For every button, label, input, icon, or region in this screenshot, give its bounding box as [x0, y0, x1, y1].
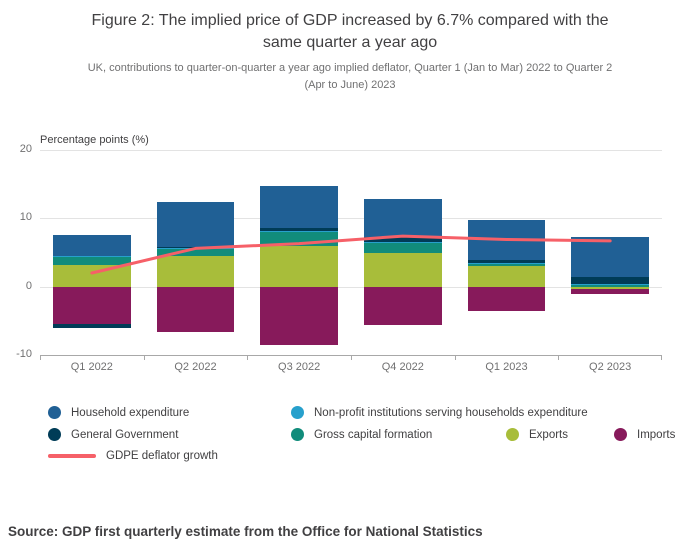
x-tick-mark	[40, 355, 41, 360]
bar-segment-non-profit-institutions-serving-households-expenditure	[260, 231, 339, 232]
legend-label: Non-profit institutions serving househol…	[314, 406, 588, 419]
bar-segment-general-government	[260, 227, 339, 232]
bar-segment-exports	[571, 286, 650, 289]
legend-label: Exports	[529, 428, 568, 441]
x-tick-mark	[661, 355, 662, 360]
bar-segment-imports	[260, 286, 339, 346]
x-tick-mark	[143, 355, 145, 360]
y-tick-label: 0	[25, 279, 32, 292]
bar-segment-exports	[363, 252, 442, 287]
bar-segment-gross-capital-formation	[363, 242, 442, 253]
x-axis-label-q2-2022: Q2 2022	[174, 361, 217, 373]
bar-segment-exports	[52, 265, 131, 287]
plot-area	[40, 150, 662, 360]
bar-segment-household-expenditure	[571, 237, 650, 278]
x-tick-mark	[454, 355, 456, 360]
legend-label: Household expenditure	[71, 406, 190, 419]
x-axis-label-q1-2022: Q1 2022	[70, 361, 113, 373]
gridline-20	[40, 150, 662, 151]
bar-segment-non-profit-institutions-serving-households-expenditure	[571, 283, 650, 285]
bar-segment-household-expenditure	[52, 235, 131, 256]
bar-segment-household-expenditure	[156, 201, 235, 248]
legend-item-non-profit-institutions-serving-households-expenditure: Non-profit institutions serving househol…	[291, 406, 588, 419]
bar-segment-gross-capital-formation	[571, 284, 650, 287]
x-tick-mark	[558, 355, 560, 360]
legend-row: GDPE deflator growth	[48, 450, 692, 462]
bar-segment-imports	[363, 286, 442, 325]
deflator-growth-line	[90, 234, 612, 275]
legend-row: Household expenditure Non-profit institut…	[48, 406, 692, 419]
bar-segment-gross-capital-formation	[156, 249, 235, 256]
legend-circle-marker	[48, 406, 61, 419]
bar-segment-general-government	[571, 277, 650, 284]
x-tick-mark	[351, 355, 352, 360]
legend-label: GDPE deflator growth	[106, 450, 218, 462]
y-tick-label: 10	[19, 211, 32, 224]
y-tick-label: -10	[16, 348, 32, 360]
legend-item-imports: Imports	[614, 428, 675, 441]
legend-circle-marker	[48, 428, 61, 441]
bar-segment-general-government	[52, 323, 131, 328]
legend-item-gdpe-deflator-growth: GDPE deflator growth	[48, 450, 291, 462]
x-axis-label-q3-2022: Q3 2022	[278, 361, 321, 373]
bar-segment-exports	[467, 266, 546, 287]
legend-row: General Government Gross capital formatio…	[48, 428, 692, 441]
x-axis-label-q4-2022: Q4 2022	[381, 361, 424, 373]
bar-segment-general-government	[467, 260, 546, 263]
bar-segment-exports	[260, 245, 339, 287]
gridline-0	[40, 286, 662, 288]
legend: Household expenditure Non-profit institut…	[48, 406, 692, 471]
bar-segment-imports	[467, 286, 546, 312]
gridline-10	[40, 218, 662, 220]
bar-segment-household-expenditure	[363, 198, 442, 237]
legend-item-general-government: General Government	[48, 428, 291, 441]
bar-segment-non-profit-institutions-serving-households-expenditure	[363, 241, 442, 243]
bar-segment-gross-capital-formation	[52, 256, 131, 266]
legend-line-marker	[48, 454, 96, 458]
legend-circle-marker	[506, 428, 519, 441]
x-axis-label-q2-2023: Q2 2023	[589, 361, 632, 373]
bar-segment-imports	[52, 286, 131, 324]
x-tick-mark	[247, 355, 249, 360]
figure-subtitle: UK, contributions to quarter-on-quarter …	[87, 62, 613, 91]
legend-label: General Government	[71, 428, 179, 441]
bar-segment-imports	[156, 286, 235, 332]
y-tick-label: 20	[19, 143, 32, 155]
bar-segment-non-profit-institutions-serving-households-expenditure	[52, 255, 131, 257]
y-axis-title: Percentage points (%)	[40, 134, 149, 146]
bar-segment-non-profit-institutions-serving-households-expenditure	[467, 262, 546, 264]
bar-segment-imports	[571, 288, 650, 295]
bar-segment-gross-capital-formation	[467, 263, 546, 267]
source-note: Source: GDP first quarterly estimate fro…	[8, 523, 483, 539]
bar-segment-exports	[156, 255, 235, 287]
legend-circle-marker	[291, 428, 304, 441]
bar-segment-general-government	[363, 236, 442, 242]
legend-item-gross-capital-formation: Gross capital formation	[291, 428, 506, 441]
legend-circle-marker	[614, 428, 627, 441]
legend-item-household-expenditure: Household expenditure	[48, 406, 291, 419]
bar-segment-household-expenditure	[260, 186, 339, 228]
legend-item-exports: Exports	[506, 428, 614, 441]
legend-circle-marker	[291, 406, 304, 419]
legend-label: Gross capital formation	[314, 428, 433, 441]
legend-label: Imports	[637, 428, 676, 441]
x-axis-label-q1-2023: Q1 2023	[485, 361, 528, 373]
figure-title: Figure 2: The implied price of GDP incre…	[91, 12, 609, 51]
x-axis-labels: Q1 2022 Q2 2022 Q3 2022 Q4 2022 Q1 2023 Q2 20…	[40, 361, 662, 377]
